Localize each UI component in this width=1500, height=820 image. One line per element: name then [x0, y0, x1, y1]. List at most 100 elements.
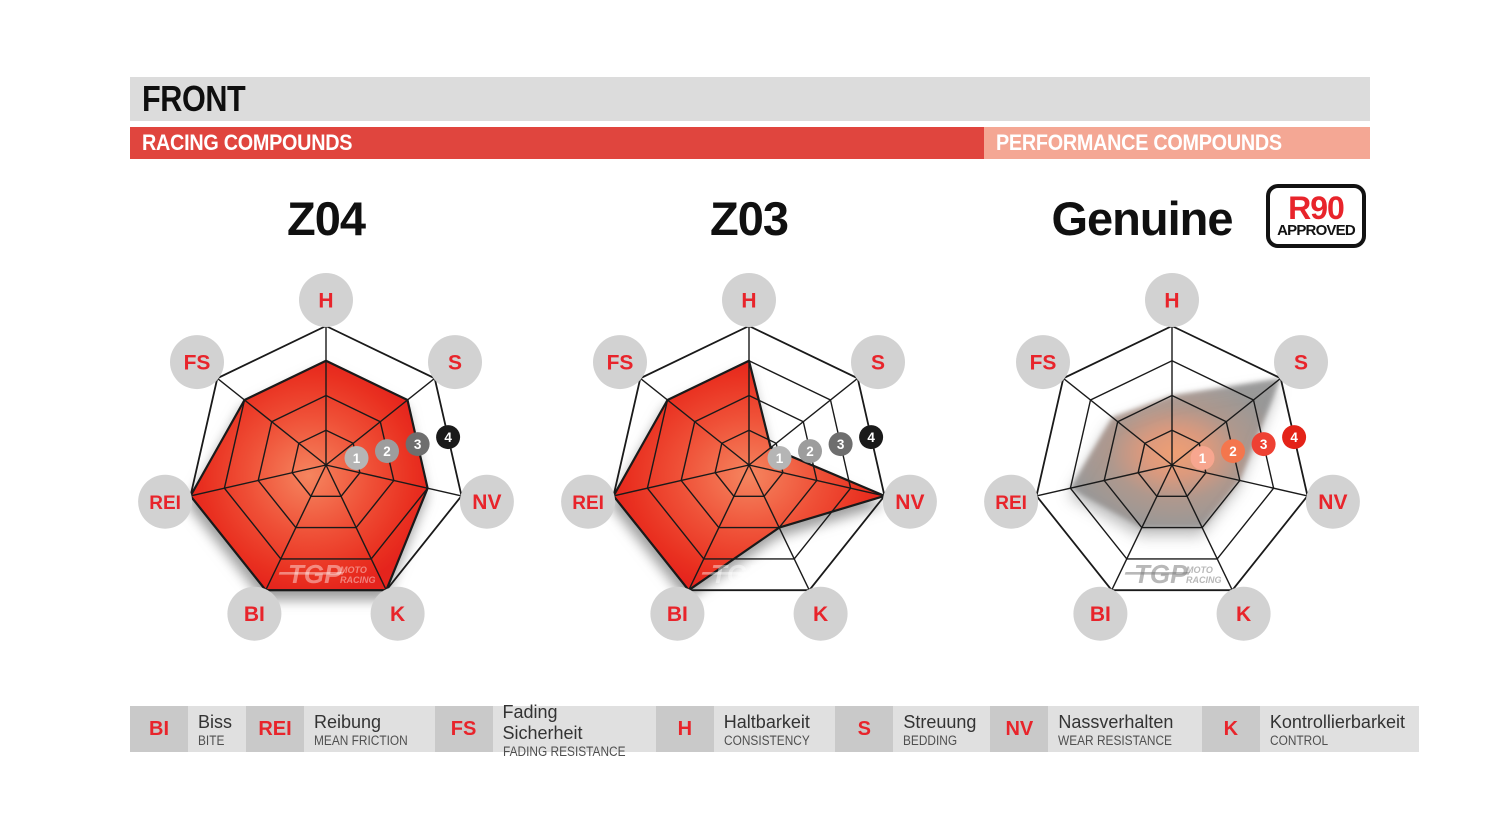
legend-term-de: Reibung [314, 712, 382, 732]
radar-chart-z04: 1 2 3 4 H S NV K BI REI FS TGP MOTO RACING [136, 270, 516, 670]
legend-item-h: H Haltbarkeit CONSISTENCY [655, 706, 836, 752]
legend-term-en: CONSISTENCY [723, 733, 810, 748]
axis-label-s: S [871, 352, 885, 375]
legend-item-s: S Streuung BEDDING [835, 706, 991, 752]
grid-ring-2 [1103, 394, 1241, 529]
grid-ring-3 [223, 360, 429, 560]
radar-grid-genuine [1035, 325, 1309, 592]
ring-badge-3 [405, 432, 430, 457]
axis-label-bi: BI [1090, 603, 1111, 626]
legend-text-rei: Reibung MEAN FRICTION [304, 706, 435, 752]
grid-spoke-s [1171, 377, 1282, 466]
grid-spoke-bi [265, 464, 327, 591]
radar-grid-z03 [612, 325, 886, 592]
tgp-logo-text: TGP [288, 559, 342, 589]
axis-circle-s [851, 335, 905, 390]
axis-label-bi: BI [244, 603, 265, 626]
grid-spoke-s [748, 377, 859, 466]
axis-circle-rei [561, 474, 616, 529]
legend-text-bi: Biss BITE [188, 706, 247, 752]
axis-label-fs: FS [607, 352, 634, 375]
legend-term-de: Biss [198, 712, 233, 732]
axis-label-s: S [448, 352, 462, 375]
grid-ring-3 [1069, 360, 1275, 560]
ring-badge-label-3: 3 [414, 437, 422, 452]
grid-spoke-fs [639, 377, 750, 466]
performance-compounds-bar: PERFORMANCE COMPOUNDS [984, 127, 1370, 159]
racing-compounds-bar: RACING COMPOUNDS [130, 127, 984, 159]
axis-circle-k [793, 586, 848, 641]
ring-badge-2 [798, 439, 822, 464]
legend-item-fs: FS Fading Sicherheit FADING RESISTANCE [434, 702, 656, 759]
ring-badge-4 [436, 425, 461, 450]
grid-spoke-rei [190, 464, 327, 497]
legend-item-nv: NV Nassverhalten WEAR RESISTANCE [990, 706, 1202, 752]
axis-label-k: K [1236, 603, 1251, 626]
r90-approved-badge: R90 APPROVED [1266, 184, 1366, 248]
axis-circle-s [1274, 335, 1328, 390]
legend-item-k: K Kontrollierbarkeit CONTROL [1201, 706, 1419, 752]
axis-label-rei: REI [572, 493, 604, 514]
grid-spoke-fs [216, 377, 327, 466]
axis-circle-bi [1073, 586, 1128, 641]
tgp-racing-text: RACING [763, 575, 799, 585]
axis-circle-h [1145, 273, 1199, 327]
legend-abbr-bi: BI [130, 706, 188, 752]
ring-badge-4 [859, 425, 884, 450]
axis-label-nv: NV [1318, 491, 1347, 514]
axis-label-h: H [318, 290, 333, 313]
chart-title-genuine: Genuine [1051, 192, 1233, 245]
axis-circle-rei [984, 474, 1039, 529]
axis-circle-h [299, 273, 353, 327]
axis-label-rei: REI [149, 493, 181, 514]
grid-ring-2 [680, 394, 818, 529]
legend-abbr-nv: NV [990, 706, 1049, 752]
chart-title-z03: Z03 [710, 192, 789, 245]
legend-term-en: BEDDING [903, 733, 958, 748]
ring-badge-label-3: 3 [837, 437, 845, 452]
ring-badge-label-1: 1 [776, 451, 784, 466]
axis-circle-nv [459, 474, 514, 529]
tgp-swoosh-line [701, 572, 767, 575]
ring-badge-label-1: 1 [1199, 451, 1207, 466]
legend-text-h: Haltbarkeit CONSISTENCY [713, 706, 836, 752]
grid-ring-4 [189, 325, 463, 592]
axis-label-fs: FS [184, 352, 211, 375]
tgp-racing-text: RACING [340, 575, 376, 585]
legend-abbr-fs: FS [434, 706, 493, 752]
tgp-moto-text: MOTO [340, 565, 367, 575]
grid-spoke-s [325, 377, 436, 466]
axis-circle-bi [650, 586, 705, 641]
legend-term-de: Kontrollierbarkeit [1269, 712, 1405, 732]
tgp-moto-text: MOTO [1186, 565, 1213, 575]
grid-spoke-bi [688, 464, 750, 591]
ring-badge-3 [828, 432, 853, 457]
axis-circle-fs [170, 335, 224, 390]
legend-abbr-s: S [835, 706, 894, 752]
legend-term-de: Haltbarkeit [723, 712, 810, 732]
axis-label-nv: NV [895, 491, 924, 514]
legend-abbr-k: K [1201, 706, 1260, 752]
axis-circle-k [1216, 586, 1271, 641]
tgp-logo-text: TGP [711, 559, 765, 589]
legend-abbr-h: H [655, 706, 714, 752]
ring-badge-label-2: 2 [383, 444, 391, 459]
axis-circle-nv [882, 474, 937, 529]
grid-spoke-nv [1171, 464, 1308, 497]
axis-circle-nv [1305, 474, 1360, 529]
ring-badge-label-2: 2 [1229, 444, 1237, 459]
ring-badge-label-3: 3 [1260, 437, 1268, 452]
legend-term-en: FADING RESISTANCE [502, 743, 626, 759]
axis-label-rei: REI [995, 493, 1027, 514]
radar-chart-z03: 1 2 3 4 H S NV K BI REI FS TGP MOTO RACING [559, 270, 939, 670]
grid-spoke-rei [613, 464, 750, 497]
grid-spoke-fs [1062, 377, 1173, 466]
axis-label-s: S [1294, 352, 1308, 375]
axis-label-nv: NV [472, 491, 501, 514]
axis-circle-s [428, 335, 482, 390]
